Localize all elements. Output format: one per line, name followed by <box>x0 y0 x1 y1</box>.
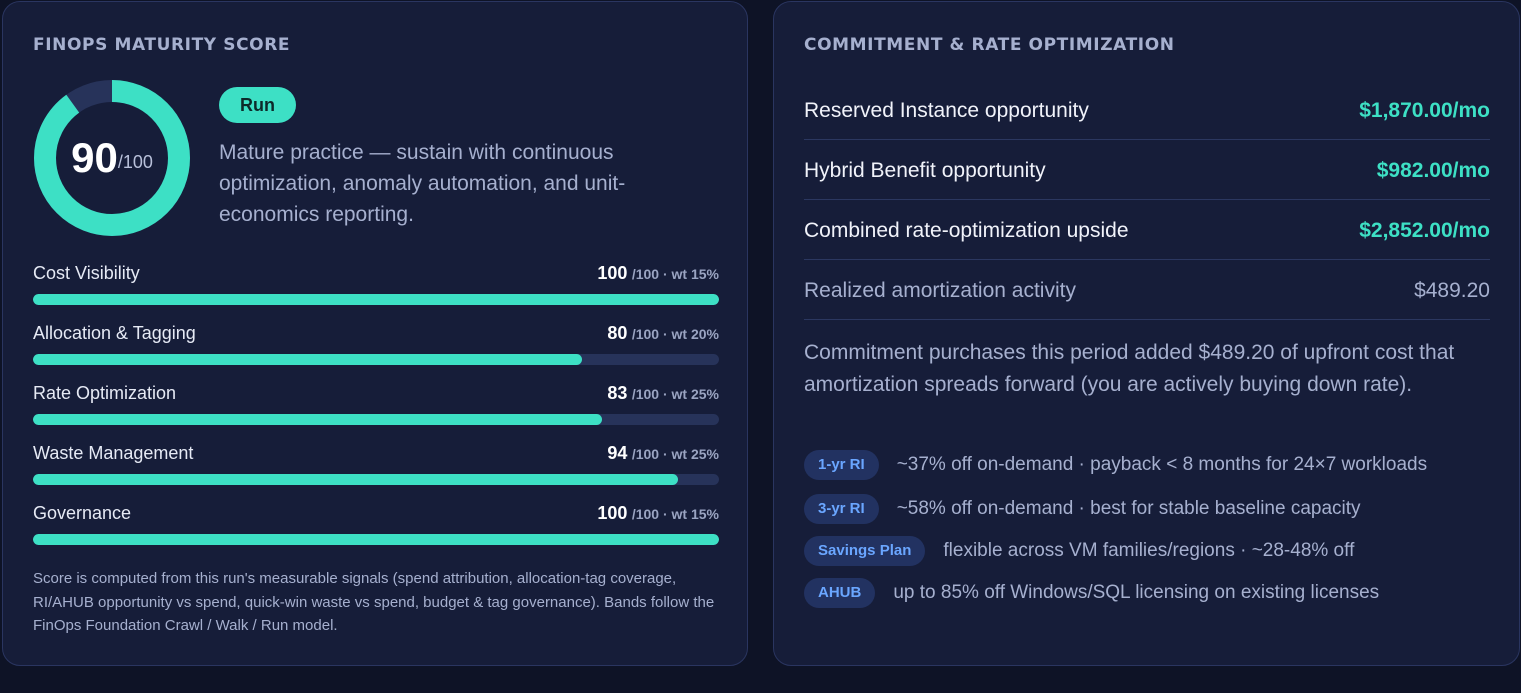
donut-svg <box>34 80 190 236</box>
commitment-tag: AHUB <box>804 578 876 608</box>
commitment-option-text: ~58% off on-demand · best for stable bas… <box>896 498 1361 519</box>
metric-weight: /100 · wt 25% <box>631 446 719 462</box>
commitment-option-savings-plan: Savings Plan flexible across VM families… <box>804 536 1354 566</box>
maturity-title: FINOPS MATURITY SCORE <box>33 35 291 55</box>
metric-progress-fill <box>33 474 678 485</box>
metric-weight: /100 · wt 15% <box>631 266 719 282</box>
maturity-donut-chart: 90 /100 <box>33 79 191 237</box>
commitment-option-text: flexible across VM families/regions · ~2… <box>943 540 1355 561</box>
commitment-option-text: ~37% off on-demand · payback < 8 months … <box>896 454 1428 475</box>
metric-score-group: 94 /100 · wt 25% <box>607 443 719 464</box>
commitment-option-1yr-ri: 1-yr RI ~37% off on-demand · payback < 8… <box>804 450 1427 480</box>
finops-maturity-panel: FINOPS MATURITY SCORE 90 /100 Run Mature… <box>2 1 748 666</box>
maturity-footnote: Score is computed from this run's measur… <box>33 570 715 634</box>
commitment-title: COMMITMENT & RATE OPTIMIZATION <box>804 35 1175 55</box>
commitment-tag: Savings Plan <box>804 536 926 566</box>
metric-score-group: 100 /100 · wt 15% <box>597 503 719 524</box>
metric-score-group: 100 /100 · wt 15% <box>597 263 719 284</box>
metric-progress-track <box>33 474 719 485</box>
metric-weight: /100 · wt 25% <box>631 386 719 402</box>
metric-name: Allocation & Tagging <box>33 323 196 343</box>
metric-score: 80 <box>607 323 628 343</box>
opportunity-value: $982.00/mo <box>1376 159 1490 182</box>
opportunity-label: Realized amortization activity <box>804 279 1076 302</box>
metric-weight: /100 · wt 20% <box>631 326 719 342</box>
metric-progress-track <box>33 354 719 365</box>
metric-progress-fill <box>33 294 719 305</box>
metric-score: 100 <box>597 503 628 523</box>
metric-name: Rate Optimization <box>33 383 177 403</box>
commitment-option-3yr-ri: 3-yr RI ~58% off on-demand · best for st… <box>804 494 1361 524</box>
metric-score: 100 <box>597 263 628 283</box>
metric-governance: Governance 100 /100 · wt 15% <box>33 503 719 553</box>
metric-name: Waste Management <box>33 443 194 463</box>
metric-name: Cost Visibility <box>33 263 140 283</box>
metric-rate-optimization: Rate Optimization 83 /100 · wt 25% <box>33 383 719 433</box>
metric-score: 83 <box>607 383 628 403</box>
metric-progress-fill <box>33 414 603 425</box>
metric-progress-track <box>33 534 719 545</box>
donut-progress-arc <box>34 80 190 236</box>
maturity-band-description: Mature practice — sustain with continuou… <box>219 141 626 226</box>
opportunity-row-combined-upside: Combined rate-optimization upside $2,852… <box>804 200 1490 260</box>
metric-cost-visibility: Cost Visibility 100 /100 · wt 15% <box>33 263 719 313</box>
opportunity-value: $489.20 <box>1414 279 1490 302</box>
metric-score: 94 <box>607 443 628 463</box>
metric-score-group: 80 /100 · wt 20% <box>607 323 719 344</box>
metric-weight: /100 · wt 15% <box>631 506 719 522</box>
opportunity-row-reserved-instance: Reserved Instance opportunity $1,870.00/… <box>804 80 1490 140</box>
metric-progress-fill <box>33 534 719 545</box>
commitment-note: Commitment purchases this period added $… <box>804 341 1455 396</box>
commitment-rate-panel: COMMITMENT & RATE OPTIMIZATION Reserved … <box>773 1 1520 666</box>
metric-progress-track <box>33 294 719 305</box>
commitment-tag: 1-yr RI <box>804 450 879 480</box>
opportunity-label: Reserved Instance opportunity <box>804 99 1089 122</box>
opportunity-value: $2,852.00/mo <box>1359 219 1490 242</box>
maturity-band-badge: Run <box>219 87 296 123</box>
commitment-option-ahub: AHUB up to 85% off Windows/SQL licensing… <box>804 578 1379 608</box>
metric-name: Governance <box>33 503 132 523</box>
maturity-score-denominator: /100 <box>117 151 153 172</box>
maturity-score: 90 <box>71 134 118 181</box>
metric-score-group: 83 /100 · wt 25% <box>607 383 719 404</box>
metric-progress-track <box>33 414 719 425</box>
commitment-option-text: up to 85% off Windows/SQL licensing on e… <box>893 582 1380 603</box>
opportunity-row-amortization: Realized amortization activity $489.20 <box>804 260 1490 320</box>
metric-waste-management: Waste Management 94 /100 · wt 25% <box>33 443 719 493</box>
opportunity-label: Combined rate-optimization upside <box>804 219 1129 242</box>
donut-center: 90 /100 <box>33 79 191 237</box>
opportunity-row-hybrid-benefit: Hybrid Benefit opportunity $982.00/mo <box>804 140 1490 200</box>
opportunity-value: $1,870.00/mo <box>1359 99 1490 122</box>
opportunity-label: Hybrid Benefit opportunity <box>804 159 1046 182</box>
commitment-tag: 3-yr RI <box>804 494 879 524</box>
metric-progress-fill <box>33 354 582 365</box>
metric-allocation-tagging: Allocation & Tagging 80 /100 · wt 20% <box>33 323 719 373</box>
